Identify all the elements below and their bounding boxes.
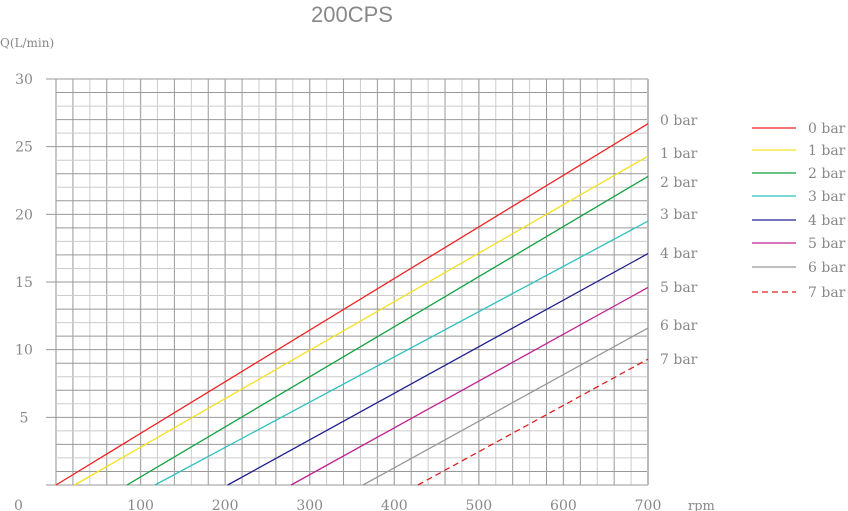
legend-label: 7 bar	[808, 285, 846, 301]
y-tick-label: 10	[15, 343, 33, 359]
x-tick-label: 100	[127, 498, 154, 511]
legend-label: 4 bar	[808, 213, 846, 229]
series-end-label: 5 bar	[660, 280, 698, 296]
series-line	[74, 155, 649, 486]
x-tick-label: 500	[465, 498, 492, 511]
y-tick-label: 15	[15, 275, 33, 291]
series-line	[290, 286, 649, 486]
y-tick-label: 20	[15, 207, 33, 223]
x-tick-label: 600	[550, 498, 577, 511]
series-line	[417, 358, 649, 486]
series-end-label: 6 bar	[660, 318, 698, 334]
series-end-label: 3 bar	[660, 207, 698, 223]
series-line	[362, 327, 649, 486]
y-tick-label: 25	[15, 140, 33, 156]
y-tick-label: 30	[15, 72, 33, 88]
series-line	[154, 220, 649, 486]
series-line	[126, 175, 649, 486]
legend-label: 3 bar	[808, 189, 846, 205]
y-tick-label: 5	[20, 410, 29, 426]
legend-label: 1 bar	[808, 143, 846, 159]
x-origin-label: 0	[14, 498, 23, 511]
x-tick-label: 200	[212, 498, 239, 511]
x-tick-label: 700	[635, 498, 662, 511]
x-axis-label: rpm	[688, 499, 715, 511]
y-axis-label: Q(L/min)	[0, 36, 54, 50]
legend-label: 0 bar	[808, 121, 846, 137]
series-end-label: 1 bar	[660, 146, 698, 162]
series-line	[55, 123, 649, 486]
series-end-label: 0 bar	[660, 113, 698, 129]
series-end-label: 4 bar	[660, 246, 698, 262]
legend-label: 6 bar	[808, 260, 846, 276]
x-tick-label: 400	[381, 498, 408, 511]
series-end-label: 7 bar	[660, 352, 698, 368]
chart-title: 200CPS	[311, 2, 393, 27]
series-line	[227, 253, 649, 486]
x-tick-label: 300	[296, 498, 323, 511]
legend-label: 2 bar	[808, 166, 846, 182]
legend-label: 5 bar	[808, 236, 846, 252]
series-end-label: 2 bar	[660, 175, 698, 191]
